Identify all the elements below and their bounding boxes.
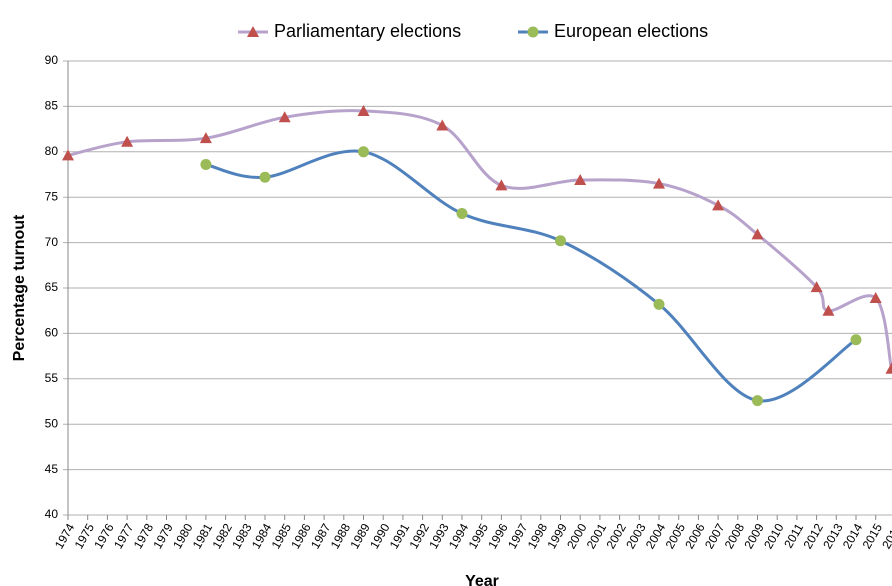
data-point [62, 149, 74, 161]
data-point [653, 298, 665, 310]
x-tick-label: 1979 [150, 521, 176, 551]
x-tick-label: 1978 [131, 521, 157, 551]
x-tick-label: 1984 [249, 521, 275, 551]
x-tick-label: 1996 [485, 521, 511, 551]
x-tick-label: 1999 [544, 521, 570, 551]
x-tick-label: 2005 [663, 521, 689, 551]
y-tick-label: 80 [45, 144, 59, 158]
x-tick-label: 1975 [72, 521, 98, 551]
y-tick-label: 65 [45, 280, 59, 294]
data-point [555, 235, 566, 247]
data-point [869, 291, 882, 303]
data-point [436, 119, 449, 131]
data-point [456, 208, 468, 220]
x-tick-label: 2003 [623, 521, 649, 551]
data-point [885, 362, 892, 374]
data-point [822, 304, 835, 316]
data-point [653, 177, 665, 189]
y-tick-label: 55 [45, 371, 59, 385]
x-tick-label: 1987 [308, 521, 334, 551]
x-tick-label: 2010 [761, 521, 787, 551]
data-point [358, 146, 369, 158]
y-tick-label: 45 [45, 462, 59, 476]
x-tick-label: 2002 [603, 521, 629, 551]
data-point [712, 199, 725, 211]
y-tick-label: 90 [45, 53, 59, 67]
x-tick-label: 1976 [91, 521, 117, 551]
x-tick-label: 2009 [741, 521, 767, 551]
data-point [574, 173, 587, 185]
y-tick-label: 85 [45, 99, 59, 113]
x-tick-label: 1990 [367, 521, 393, 551]
x-tick-label: 1991 [387, 521, 413, 551]
x-tick-label: 1994 [446, 521, 472, 551]
x-axis-label: Year [465, 573, 499, 586]
x-tick-label: 2016 [879, 521, 892, 551]
x-tick-label: 1998 [525, 521, 551, 551]
data-point [199, 132, 212, 144]
data-point [278, 111, 291, 123]
x-tick-label: 1997 [505, 521, 531, 551]
legend-marker [247, 26, 259, 37]
data-point [357, 104, 370, 116]
x-tick-label: 1983 [229, 521, 255, 551]
data-point [751, 228, 764, 240]
x-tick-label: 1981 [190, 521, 216, 551]
x-tick-label: 1989 [347, 521, 373, 551]
legend-label: Parliamentary elections [274, 21, 461, 41]
data-point [121, 135, 134, 147]
x-tick-label: 2004 [643, 521, 669, 551]
x-tick-label: 2000 [564, 521, 590, 551]
legend-label: European elections [554, 21, 708, 41]
x-tick-label: 1992 [406, 521, 432, 551]
x-tick-label: 2013 [820, 521, 846, 551]
x-tick-label: 2007 [702, 521, 728, 551]
x-tick-label: 2008 [722, 521, 748, 551]
y-tick-label: 50 [45, 416, 59, 430]
x-tick-label: 1977 [111, 521, 137, 551]
x-tick-label: 2014 [840, 521, 866, 551]
x-tick-label: 1980 [170, 521, 196, 551]
y-tick-label: 60 [45, 326, 59, 340]
x-tick-label: 1974 [52, 521, 78, 551]
data-point [200, 159, 212, 171]
series-line [67, 109, 892, 370]
x-tick-label: 2001 [584, 521, 610, 551]
x-tick-label: 1982 [209, 521, 235, 551]
x-tick-label: 1986 [288, 521, 314, 551]
x-tick-label: 1988 [328, 521, 354, 551]
data-point [752, 395, 763, 407]
y-axis-label: Percentage turnout [11, 214, 28, 361]
x-tick-label: 1995 [466, 521, 492, 551]
x-tick-label: 2015 [860, 521, 886, 551]
y-tick-label: 40 [45, 507, 59, 521]
x-tick-label: 1993 [426, 521, 452, 551]
y-tick-label: 70 [45, 235, 59, 249]
y-tick-label: 75 [45, 189, 59, 203]
x-tick-label: 1985 [269, 521, 295, 551]
data-point [259, 171, 271, 183]
x-tick-label: 2006 [682, 521, 708, 551]
data-point [810, 281, 823, 293]
data-point [850, 334, 862, 346]
data-point [495, 179, 508, 191]
legend-marker [527, 26, 539, 38]
x-tick-label: 2012 [800, 521, 826, 551]
